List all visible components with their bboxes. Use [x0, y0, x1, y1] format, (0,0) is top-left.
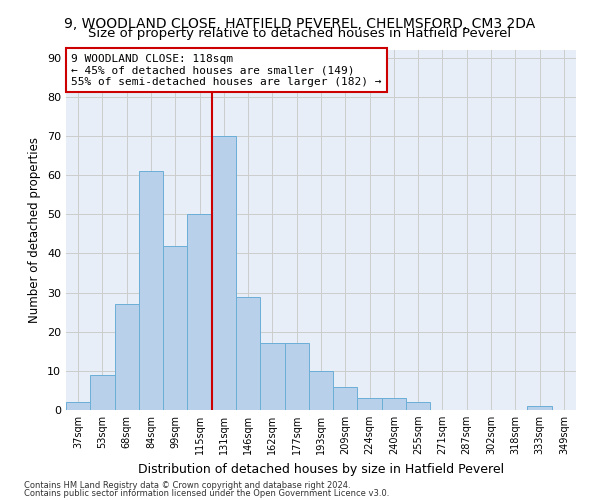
Bar: [212, 136, 236, 410]
Bar: [406, 402, 430, 410]
Text: 9, WOODLAND CLOSE, HATFIELD PEVEREL, CHELMSFORD, CM3 2DA: 9, WOODLAND CLOSE, HATFIELD PEVEREL, CHE…: [64, 18, 536, 32]
Bar: [260, 344, 284, 410]
Bar: [66, 402, 90, 410]
Bar: [358, 398, 382, 410]
Text: Contains HM Land Registry data © Crown copyright and database right 2024.: Contains HM Land Registry data © Crown c…: [24, 480, 350, 490]
Text: Size of property relative to detached houses in Hatfield Peverel: Size of property relative to detached ho…: [88, 28, 512, 40]
Bar: [527, 406, 552, 410]
Bar: [139, 172, 163, 410]
Bar: [382, 398, 406, 410]
Bar: [236, 296, 260, 410]
Bar: [333, 386, 358, 410]
Text: 9 WOODLAND CLOSE: 118sqm
← 45% of detached houses are smaller (149)
55% of semi-: 9 WOODLAND CLOSE: 118sqm ← 45% of detach…: [71, 54, 382, 87]
Y-axis label: Number of detached properties: Number of detached properties: [28, 137, 41, 323]
Text: Contains public sector information licensed under the Open Government Licence v3: Contains public sector information licen…: [24, 489, 389, 498]
Bar: [115, 304, 139, 410]
Bar: [284, 344, 309, 410]
Bar: [163, 246, 187, 410]
Bar: [187, 214, 212, 410]
X-axis label: Distribution of detached houses by size in Hatfield Peverel: Distribution of detached houses by size …: [138, 462, 504, 475]
Bar: [309, 371, 333, 410]
Bar: [90, 375, 115, 410]
